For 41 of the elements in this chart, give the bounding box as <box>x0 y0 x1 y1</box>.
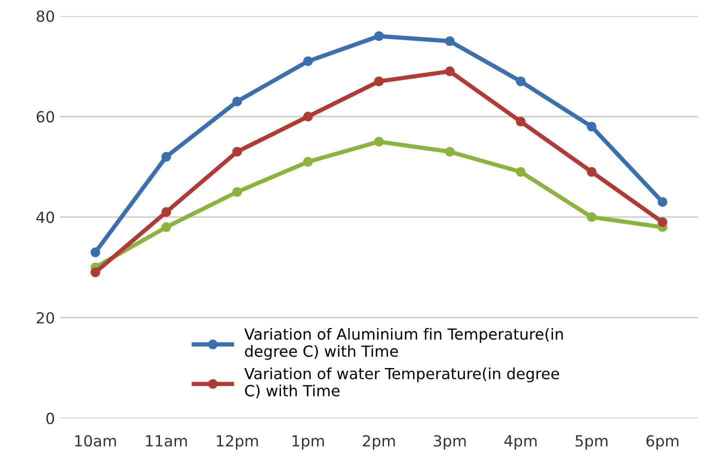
x-tick-label: 4pm <box>504 435 537 450</box>
point <box>586 212 596 222</box>
x-tick-label: 2pm <box>362 435 395 450</box>
point <box>232 146 242 157</box>
point <box>658 197 668 207</box>
point <box>658 217 668 227</box>
legend-label: Variation of Aluminium fin Temperature(in degree C) with Time <box>244 328 563 360</box>
point <box>586 122 596 132</box>
point <box>90 247 100 258</box>
point <box>90 268 100 278</box>
point <box>161 207 172 217</box>
point <box>516 76 526 86</box>
point <box>303 56 313 66</box>
legend-label: Variation of water Temperature(in degree C) with Time <box>244 368 560 398</box>
y-tick-label: 40 <box>36 212 54 224</box>
point <box>444 66 455 76</box>
point <box>303 112 313 122</box>
y-tick-label: 60 <box>36 111 54 123</box>
y-tick-label: 20 <box>36 312 54 324</box>
x-tick-label: 1pm <box>292 435 324 450</box>
x-tick-label: 5pm <box>576 435 608 450</box>
point <box>586 166 596 177</box>
point <box>232 187 242 197</box>
point <box>374 136 384 147</box>
x-tick-label: 12pm <box>216 435 258 450</box>
point <box>374 31 384 41</box>
point <box>444 146 455 157</box>
point <box>374 76 384 86</box>
x-tick-label: 6pm <box>646 435 678 450</box>
x-tick-label: 11am <box>146 435 187 447</box>
point <box>161 152 172 162</box>
point <box>161 222 172 232</box>
x-tick-label: 10am <box>75 435 116 447</box>
point <box>516 166 526 177</box>
x-tick-label: 3pm <box>434 435 466 450</box>
point <box>444 36 455 46</box>
point <box>516 116 526 126</box>
y-tick-label: 0 <box>46 412 54 424</box>
point <box>232 96 242 106</box>
y-tick-label: 80 <box>36 10 54 22</box>
point <box>303 156 313 167</box>
